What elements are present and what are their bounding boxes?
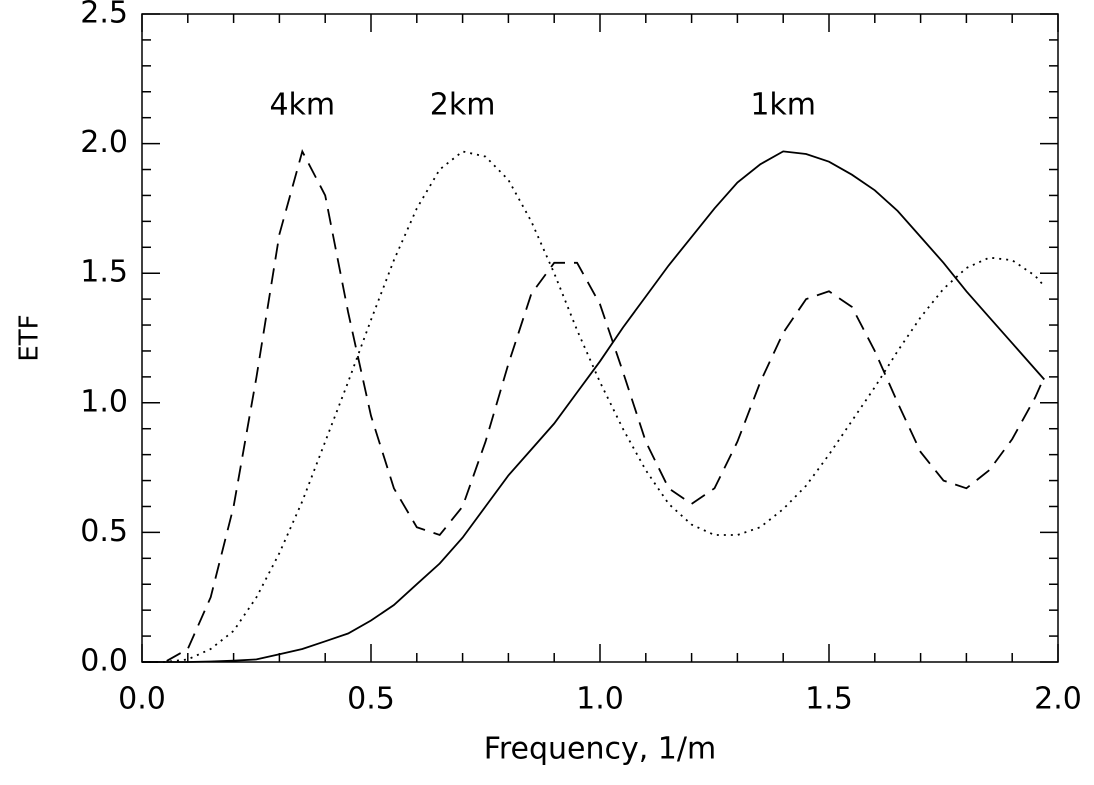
x-tick-label: 0.0	[118, 682, 166, 717]
y-tick-label: 1.5	[80, 255, 128, 290]
x-tick-label: 2.0	[1034, 682, 1082, 717]
series-line	[142, 150, 1045, 663]
y-tick-label: 2.0	[80, 125, 128, 160]
series-label: 1km	[750, 88, 816, 123]
x-axis-label: Frequency, 1/m	[484, 732, 716, 767]
y-tick-label: 0.0	[80, 644, 128, 679]
series-line	[142, 148, 1046, 663]
y-tick-label: 2.5	[80, 0, 128, 31]
y-tick-label: 0.5	[80, 514, 128, 549]
x-tick-label: 0.5	[347, 682, 395, 717]
x-tick-label: 1.0	[576, 682, 624, 717]
y-axis-label: ETF	[15, 314, 45, 361]
series-line	[142, 150, 1045, 663]
series-label: 2km	[430, 88, 496, 123]
x-tick-label: 1.5	[805, 682, 853, 717]
y-tick-label: 1.0	[80, 384, 128, 419]
series-label: 4km	[269, 88, 335, 123]
